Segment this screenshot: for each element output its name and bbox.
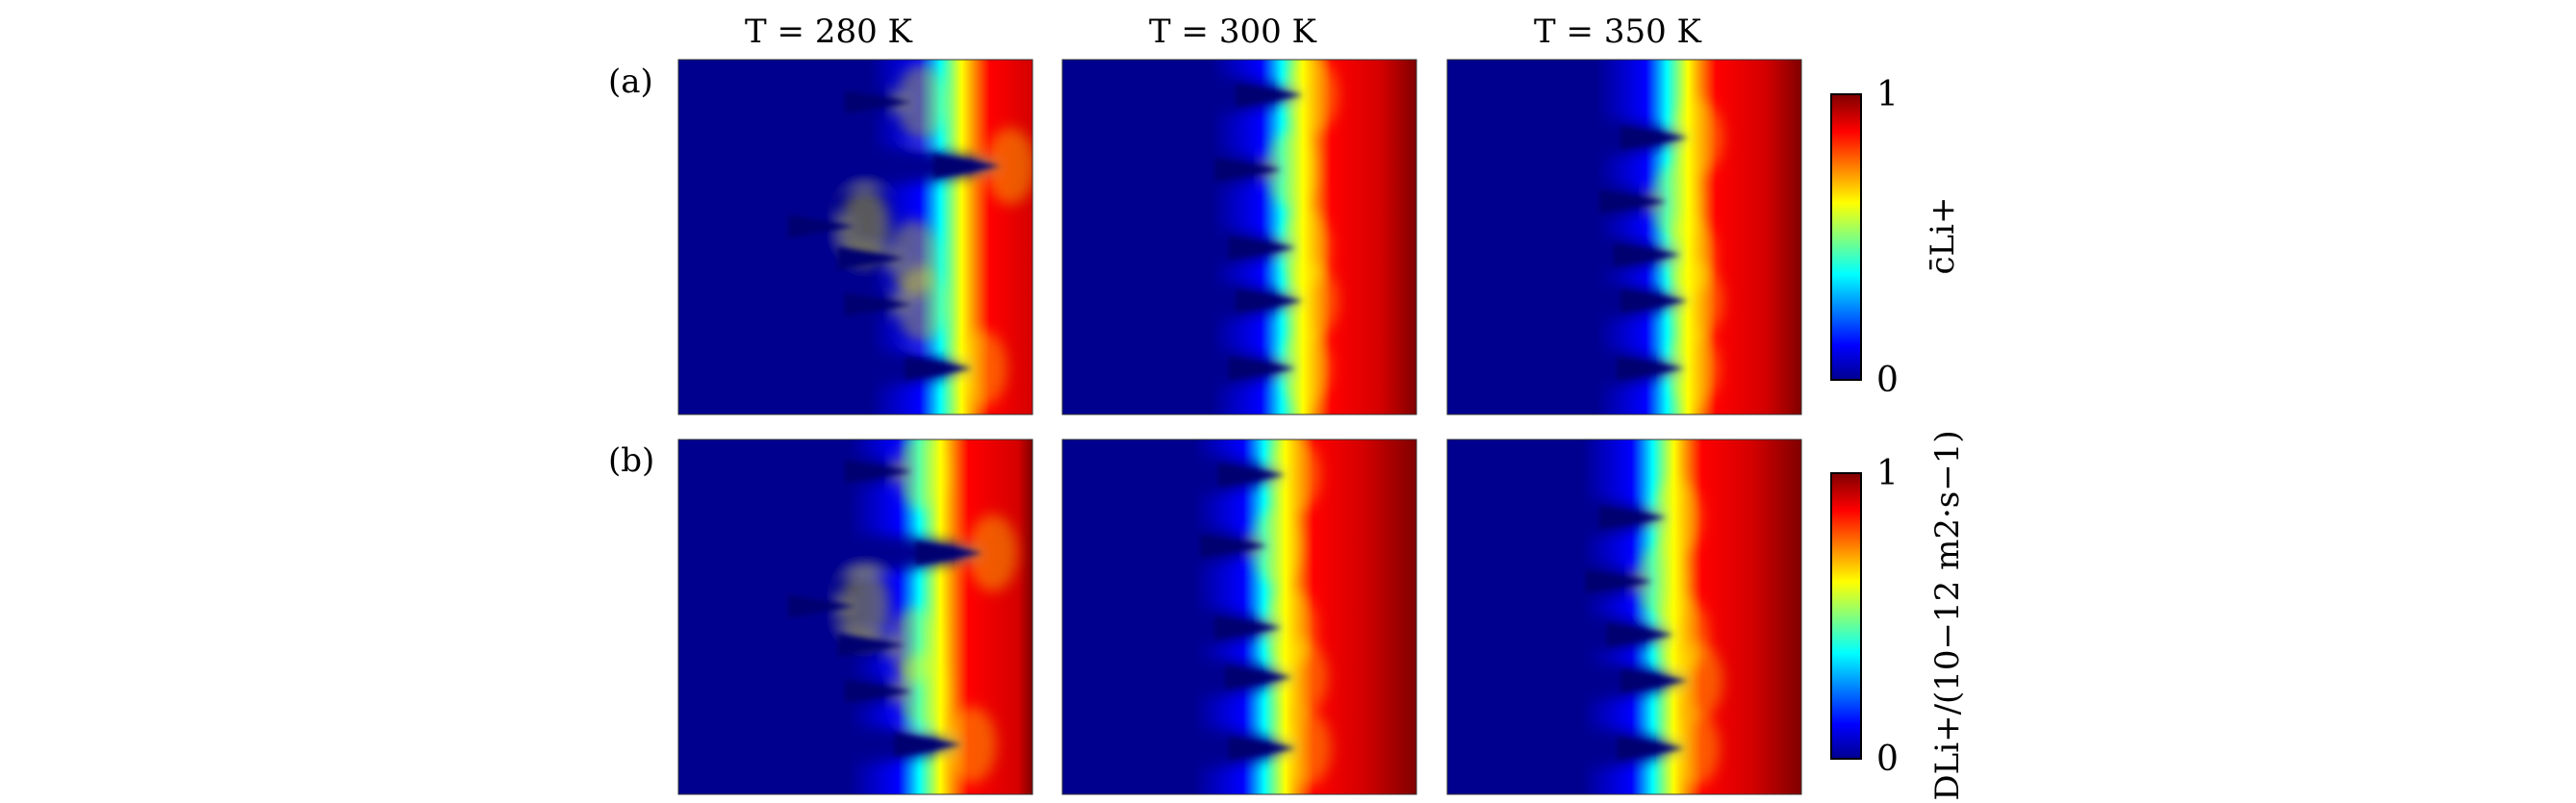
dendrite-core-5 [1617, 737, 1685, 761]
dendrite-core-5 [1617, 357, 1685, 381]
dendrite-tip-halo [967, 514, 1018, 592]
dendrite-tip-halo [896, 439, 947, 511]
dendrite-tip-halo [1269, 439, 1320, 514]
dendrite-core-2 [1200, 534, 1268, 558]
dendrite-tip-halo [1669, 330, 1720, 408]
dendrite-tip-halo [1266, 131, 1317, 209]
dendrite-core-6 [788, 594, 855, 618]
dendrite-tip-halo [1280, 710, 1331, 788]
dendrite-tip-halo [1669, 710, 1720, 788]
dendrite-1 [784, 144, 1001, 188]
dendrite-core-3 [1214, 615, 1283, 640]
dendrite-tip-halo [956, 330, 1007, 408]
dendrite-tip-halo [1288, 262, 1339, 339]
colorbar-a-axis-label: c̄Li+ [1924, 197, 1962, 275]
colorbar-a-max-label: 1 [1876, 75, 1899, 114]
column-title-300K: T = 300 K [1149, 13, 1316, 51]
dendrite-core-4 [837, 246, 905, 270]
heatmap-panel-b-350K [1446, 439, 1802, 795]
colorbar-b-max-label: 1 [1876, 454, 1899, 493]
dendrite-core-3 [844, 90, 912, 114]
dendrite-tip-halo [946, 706, 997, 784]
dendrite-tip-halo [984, 127, 1033, 205]
dendrite-core-2 [1585, 569, 1653, 593]
dendrite-tip-halo [840, 188, 890, 265]
dendrite-core-1 [1236, 83, 1304, 107]
dendrite-tip-halo [1280, 330, 1331, 408]
heatmap-panel-a-280K [677, 59, 1033, 415]
dendrite-core-3 [1613, 242, 1681, 266]
colorbar-b-min-label: 0 [1876, 740, 1899, 779]
dendrite-core-5 [844, 679, 912, 703]
dendrite-core-3 [1606, 622, 1674, 646]
dendrite-2 [784, 723, 962, 766]
colorbar-b-axis-label: DLi+/(10−12 m2·s−1) [1928, 430, 1967, 800]
dendrite-core-1 [1620, 126, 1689, 150]
dendrite-tip-halo [1672, 641, 1723, 719]
dendrite-tip-halo [1672, 99, 1723, 177]
row-label-b: (b) [608, 441, 654, 480]
colorbar-b-gradient [1830, 472, 1862, 760]
dendrite-tip-halo [896, 265, 947, 343]
dendrite-tip-halo [896, 63, 947, 141]
dendrite-tip-halo [1651, 479, 1702, 557]
colorbar-a: 1 0 c̄Li+ [1830, 75, 1962, 400]
dendrite-core-2 [1599, 189, 1668, 213]
colorbar-b: 1 0 DLi+/(10−12 m2·s−1) [1830, 430, 1967, 801]
dendrite-core-4 [1236, 289, 1304, 313]
dendrite-tip-halo [1288, 60, 1339, 134]
heatmap-panel-b-280K [677, 439, 1033, 795]
row-label-a: (a) [608, 63, 653, 101]
heatmap-panel-a-350K [1446, 59, 1802, 415]
dendrite-core-2 [1214, 158, 1283, 182]
dendrite-core-5 [1228, 357, 1296, 381]
dendrite-core-2 [905, 357, 973, 381]
dendrite-tip-halo [1252, 507, 1303, 585]
dendrite-tip-halo [840, 567, 890, 645]
dendrite-core-3 [844, 460, 912, 484]
dendrite-core-4 [1225, 665, 1293, 690]
heatmap-panel-a-300K [1061, 59, 1417, 415]
dendrite-core-4 [1620, 668, 1689, 692]
dendrite-core-1 [915, 541, 983, 565]
dendrite-core-5 [1228, 737, 1296, 761]
dendrite-tip-halo [1277, 639, 1328, 716]
colorbar-a-gradient [1830, 93, 1862, 381]
dendrite-core-1 [1599, 506, 1668, 530]
column-title-280K: T = 280 K [745, 13, 912, 51]
colorbar-a-min-label: 0 [1876, 361, 1899, 400]
dendrite-core-1 [1217, 463, 1286, 487]
dendrite-core-3 [1228, 236, 1296, 260]
dendrite-tip-halo [896, 652, 947, 730]
dendrite-2 [784, 347, 973, 390]
heatmap-panel-b-300K [1061, 439, 1417, 795]
dendrite-core-4 [1620, 289, 1689, 313]
dendrite-core-5 [844, 292, 912, 316]
dendrite-core-1 [932, 154, 1001, 178]
dendrite-1 [784, 532, 983, 575]
dendrite-core-2 [894, 733, 962, 757]
dendrite-tip-halo [1672, 262, 1723, 339]
column-title-350K: T = 350 K [1534, 13, 1701, 51]
dendrite-core-6 [788, 214, 855, 238]
dendrite-core-4 [837, 634, 905, 658]
